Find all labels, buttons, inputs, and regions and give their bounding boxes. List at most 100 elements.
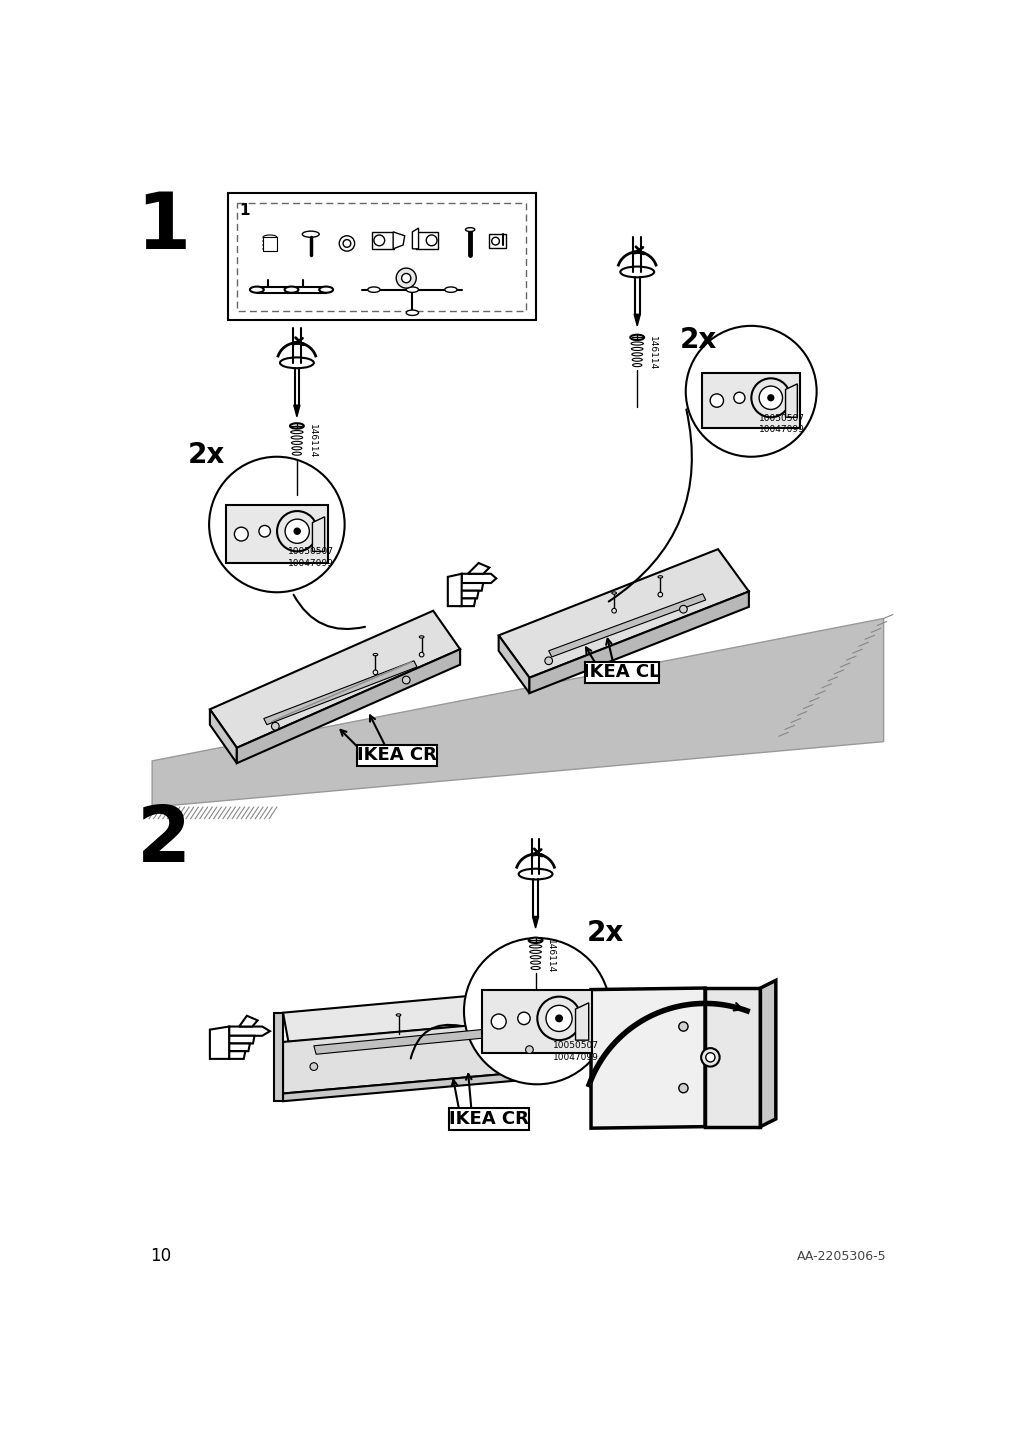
Polygon shape: [209, 709, 237, 763]
Ellipse shape: [465, 228, 474, 232]
Text: 2: 2: [136, 802, 190, 878]
Bar: [416, 232, 438, 249]
Circle shape: [259, 526, 270, 537]
Circle shape: [546, 1005, 571, 1031]
Circle shape: [657, 593, 662, 597]
Circle shape: [277, 511, 317, 551]
Circle shape: [518, 1012, 530, 1025]
Polygon shape: [283, 1068, 561, 1101]
Polygon shape: [274, 1012, 283, 1101]
Ellipse shape: [630, 335, 644, 339]
Polygon shape: [590, 988, 705, 1128]
Text: 146114: 146114: [647, 335, 656, 369]
Polygon shape: [264, 660, 417, 725]
Polygon shape: [283, 1017, 561, 1094]
Polygon shape: [228, 1051, 245, 1058]
Ellipse shape: [290, 424, 303, 428]
Circle shape: [463, 938, 610, 1084]
Polygon shape: [575, 1002, 588, 1040]
Polygon shape: [460, 583, 483, 591]
Ellipse shape: [529, 945, 541, 948]
Bar: [225, 505, 328, 563]
Ellipse shape: [518, 869, 552, 879]
Ellipse shape: [318, 286, 333, 292]
Bar: [482, 991, 591, 1053]
Ellipse shape: [367, 286, 380, 292]
Polygon shape: [529, 591, 748, 693]
Circle shape: [401, 274, 410, 282]
Ellipse shape: [657, 576, 662, 579]
Circle shape: [343, 239, 351, 248]
Text: IKEA CL: IKEA CL: [582, 663, 660, 682]
Ellipse shape: [631, 348, 642, 351]
Polygon shape: [293, 405, 299, 417]
Ellipse shape: [302, 231, 318, 238]
Ellipse shape: [528, 938, 542, 944]
Ellipse shape: [373, 653, 377, 656]
Polygon shape: [461, 574, 495, 583]
Circle shape: [685, 326, 816, 457]
Text: 1: 1: [136, 189, 190, 265]
Polygon shape: [759, 981, 775, 1127]
Circle shape: [285, 520, 309, 543]
Polygon shape: [467, 563, 489, 574]
Bar: [237, 203, 526, 311]
Text: 146114: 146114: [307, 424, 316, 458]
Circle shape: [612, 609, 616, 613]
Circle shape: [767, 395, 773, 401]
Text: 10047099: 10047099: [552, 1053, 598, 1063]
Circle shape: [544, 657, 552, 664]
Circle shape: [679, 606, 686, 613]
Bar: [357, 745, 437, 766]
Polygon shape: [228, 1035, 255, 1044]
Circle shape: [402, 676, 409, 684]
Circle shape: [705, 1053, 715, 1063]
Circle shape: [490, 1014, 506, 1030]
Circle shape: [373, 670, 377, 674]
Circle shape: [235, 527, 248, 541]
Polygon shape: [460, 591, 478, 599]
Circle shape: [678, 1022, 687, 1031]
Circle shape: [309, 1063, 317, 1071]
Polygon shape: [532, 916, 538, 928]
Polygon shape: [228, 1044, 250, 1051]
Ellipse shape: [292, 453, 301, 455]
Polygon shape: [785, 384, 797, 417]
Polygon shape: [283, 988, 561, 1042]
Ellipse shape: [444, 286, 457, 292]
Bar: [702, 372, 800, 428]
Circle shape: [750, 378, 790, 417]
Text: 10050507: 10050507: [288, 547, 334, 556]
Polygon shape: [313, 1024, 539, 1054]
Circle shape: [678, 1084, 687, 1093]
Circle shape: [710, 394, 723, 407]
Ellipse shape: [620, 266, 653, 278]
Polygon shape: [447, 574, 461, 606]
Bar: [584, 662, 658, 683]
Ellipse shape: [530, 951, 541, 954]
Text: 10047099: 10047099: [758, 425, 804, 434]
Circle shape: [373, 235, 384, 246]
Circle shape: [701, 1048, 719, 1067]
Text: 2x: 2x: [187, 441, 224, 470]
Ellipse shape: [291, 447, 301, 450]
Polygon shape: [152, 619, 883, 808]
Text: 10047099: 10047099: [288, 558, 334, 567]
Text: IKEA CR: IKEA CR: [357, 746, 437, 765]
Text: 10050507: 10050507: [758, 414, 804, 422]
Ellipse shape: [263, 235, 277, 239]
Polygon shape: [312, 517, 325, 551]
Polygon shape: [228, 1027, 270, 1035]
Text: 10: 10: [151, 1247, 172, 1264]
Ellipse shape: [530, 955, 541, 959]
Bar: [372, 232, 393, 249]
Ellipse shape: [290, 431, 302, 434]
Ellipse shape: [405, 286, 419, 292]
Circle shape: [537, 997, 580, 1040]
Ellipse shape: [263, 239, 277, 243]
Text: 1: 1: [239, 203, 250, 218]
Circle shape: [491, 238, 498, 245]
Ellipse shape: [631, 352, 642, 357]
Circle shape: [758, 387, 782, 410]
Ellipse shape: [263, 242, 277, 248]
